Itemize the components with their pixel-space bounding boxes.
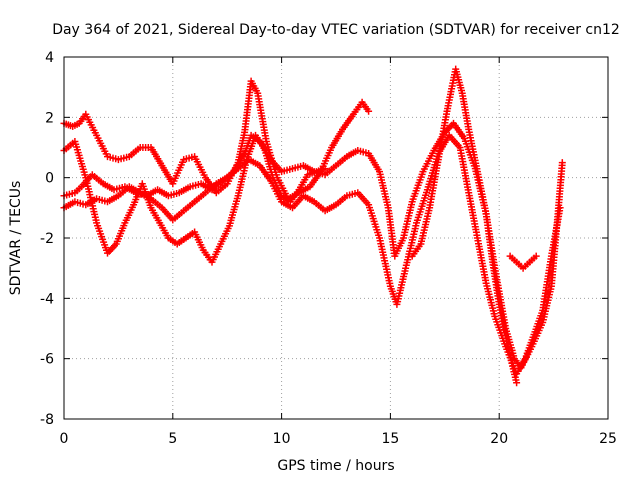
y-tick-label: 2 <box>45 110 54 126</box>
y-tick-label: 4 <box>45 50 54 66</box>
chart-title: Day 364 of 2021, Sidereal Day-to-day VTE… <box>52 22 620 38</box>
y-tick-label: -6 <box>40 352 54 368</box>
y-tick-label: -4 <box>40 291 54 307</box>
data-point-markers <box>408 65 521 387</box>
series-s2 <box>60 131 564 378</box>
x-tick-label: 0 <box>60 431 69 447</box>
data-point-markers <box>506 252 540 272</box>
x-tick-label: 5 <box>168 431 177 447</box>
y-tick-label: 0 <box>45 171 54 187</box>
y-tick-label: -2 <box>40 231 54 247</box>
x-tick-label: 25 <box>599 431 617 447</box>
x-tick-label: 10 <box>273 431 291 447</box>
series-layer <box>60 65 566 387</box>
x-axis-label: GPS time / hours <box>277 458 394 474</box>
series-s6 <box>506 252 540 272</box>
x-tick-label: 15 <box>381 431 399 447</box>
y-tick-label: -8 <box>40 412 54 428</box>
grid-layer <box>64 57 608 419</box>
axis-layer: 0 5 10 15 20 25 -8 -6 -4 -2 0 2 4 <box>40 50 617 447</box>
y-axis-label: SDTVAR / TECUs <box>8 181 24 296</box>
series-s5 <box>408 65 521 387</box>
x-tick-label: 20 <box>490 431 508 447</box>
